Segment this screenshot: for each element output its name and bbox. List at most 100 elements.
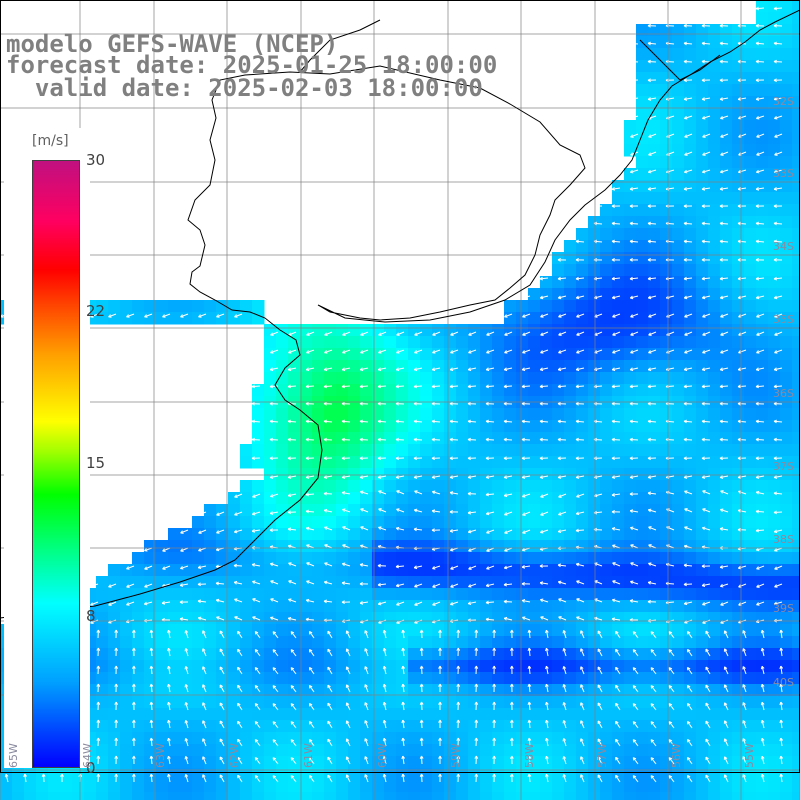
speed-cell bbox=[324, 564, 337, 577]
speed-cell bbox=[720, 516, 733, 529]
speed-cell bbox=[576, 756, 589, 769]
speed-cell bbox=[144, 756, 157, 769]
speed-cell bbox=[684, 264, 697, 277]
speed-cell bbox=[648, 624, 661, 637]
speed-cell bbox=[144, 612, 157, 625]
speed-cell bbox=[648, 72, 661, 85]
speed-cell bbox=[708, 720, 721, 733]
speed-cell bbox=[480, 552, 493, 565]
speed-cell bbox=[216, 780, 229, 793]
speed-cell bbox=[360, 564, 373, 577]
speed-cell bbox=[744, 240, 757, 253]
speed-cell bbox=[444, 528, 457, 541]
speed-cell bbox=[672, 324, 685, 337]
speed-cell bbox=[348, 432, 361, 445]
speed-cell bbox=[552, 768, 565, 781]
speed-cell bbox=[324, 648, 337, 661]
speed-cell bbox=[204, 516, 217, 529]
speed-cell bbox=[624, 576, 637, 589]
speed-cell bbox=[720, 324, 733, 337]
wind-arrow-head bbox=[702, 152, 705, 156]
speed-cell bbox=[672, 696, 685, 709]
speed-cell bbox=[120, 612, 133, 625]
speed-cell bbox=[672, 756, 685, 769]
speed-cell bbox=[708, 768, 721, 781]
wind-arrow-head bbox=[611, 204, 615, 207]
wind-arrow-head bbox=[719, 295, 723, 299]
speed-cell bbox=[768, 0, 781, 13]
speed-cell bbox=[444, 576, 457, 589]
speed-cell bbox=[636, 564, 649, 577]
speed-cell bbox=[780, 780, 793, 793]
speed-cell bbox=[696, 444, 709, 457]
speed-cell bbox=[564, 240, 577, 253]
speed-cell bbox=[672, 600, 685, 613]
speed-cell bbox=[492, 504, 505, 517]
speed-cell bbox=[456, 456, 469, 469]
speed-cell bbox=[204, 624, 217, 637]
speed-cell bbox=[240, 504, 253, 517]
speed-cell bbox=[264, 528, 277, 541]
speed-cell bbox=[240, 636, 253, 649]
speed-cell bbox=[660, 780, 673, 793]
speed-cell bbox=[492, 384, 505, 397]
speed-cell bbox=[708, 552, 721, 565]
wind-arrow bbox=[720, 133, 729, 138]
speed-cell bbox=[300, 600, 313, 613]
speed-cell bbox=[312, 324, 325, 337]
speed-cell bbox=[564, 612, 577, 625]
speed-cell bbox=[696, 120, 709, 133]
speed-cell bbox=[180, 780, 193, 793]
speed-cell bbox=[192, 300, 205, 313]
speed-cell bbox=[792, 120, 800, 133]
speed-cell bbox=[240, 516, 253, 529]
speed-cell bbox=[672, 744, 685, 757]
speed-cell bbox=[300, 576, 313, 589]
speed-cell bbox=[732, 312, 745, 325]
speed-cell bbox=[348, 324, 361, 337]
speed-cell bbox=[708, 672, 721, 685]
speed-cell bbox=[324, 708, 337, 721]
speed-cell bbox=[264, 348, 277, 361]
speed-cell bbox=[180, 600, 193, 613]
speed-cell bbox=[420, 492, 433, 505]
speed-cell bbox=[744, 408, 757, 421]
speed-cell bbox=[408, 672, 421, 685]
speed-cell bbox=[408, 444, 421, 457]
speed-cell bbox=[732, 192, 745, 205]
speed-cell bbox=[780, 168, 793, 181]
speed-cell bbox=[240, 528, 253, 541]
speed-cell bbox=[240, 732, 253, 745]
speed-cell bbox=[600, 732, 613, 745]
speed-cell bbox=[360, 516, 373, 529]
speed-cell bbox=[600, 624, 613, 637]
speed-cell bbox=[576, 228, 589, 241]
speed-cell bbox=[756, 324, 769, 337]
speed-cell bbox=[348, 744, 361, 757]
speed-cell bbox=[780, 432, 793, 445]
speed-cell bbox=[384, 504, 397, 517]
speed-cell bbox=[792, 708, 800, 721]
speed-cell bbox=[420, 540, 433, 553]
speed-cell bbox=[372, 636, 385, 649]
speed-cell bbox=[444, 624, 457, 637]
speed-cell bbox=[576, 792, 589, 800]
speed-cell bbox=[672, 444, 685, 457]
wind-arrow bbox=[756, 133, 765, 138]
speed-cell bbox=[288, 660, 301, 673]
wind-arrow-head bbox=[557, 276, 561, 280]
speed-cell bbox=[612, 516, 625, 529]
speed-cell bbox=[336, 336, 349, 349]
speed-cell bbox=[600, 672, 613, 685]
speed-cell bbox=[168, 576, 181, 589]
speed-cell bbox=[756, 684, 769, 697]
speed-cell bbox=[732, 468, 745, 481]
speed-cell bbox=[432, 384, 445, 397]
speed-cell bbox=[648, 408, 661, 421]
speed-cell bbox=[660, 432, 673, 445]
speed-cell bbox=[708, 36, 721, 49]
wind-arrow-head bbox=[647, 276, 651, 280]
speed-cell bbox=[672, 792, 685, 800]
speed-cell bbox=[252, 552, 265, 565]
speed-cell bbox=[276, 780, 289, 793]
